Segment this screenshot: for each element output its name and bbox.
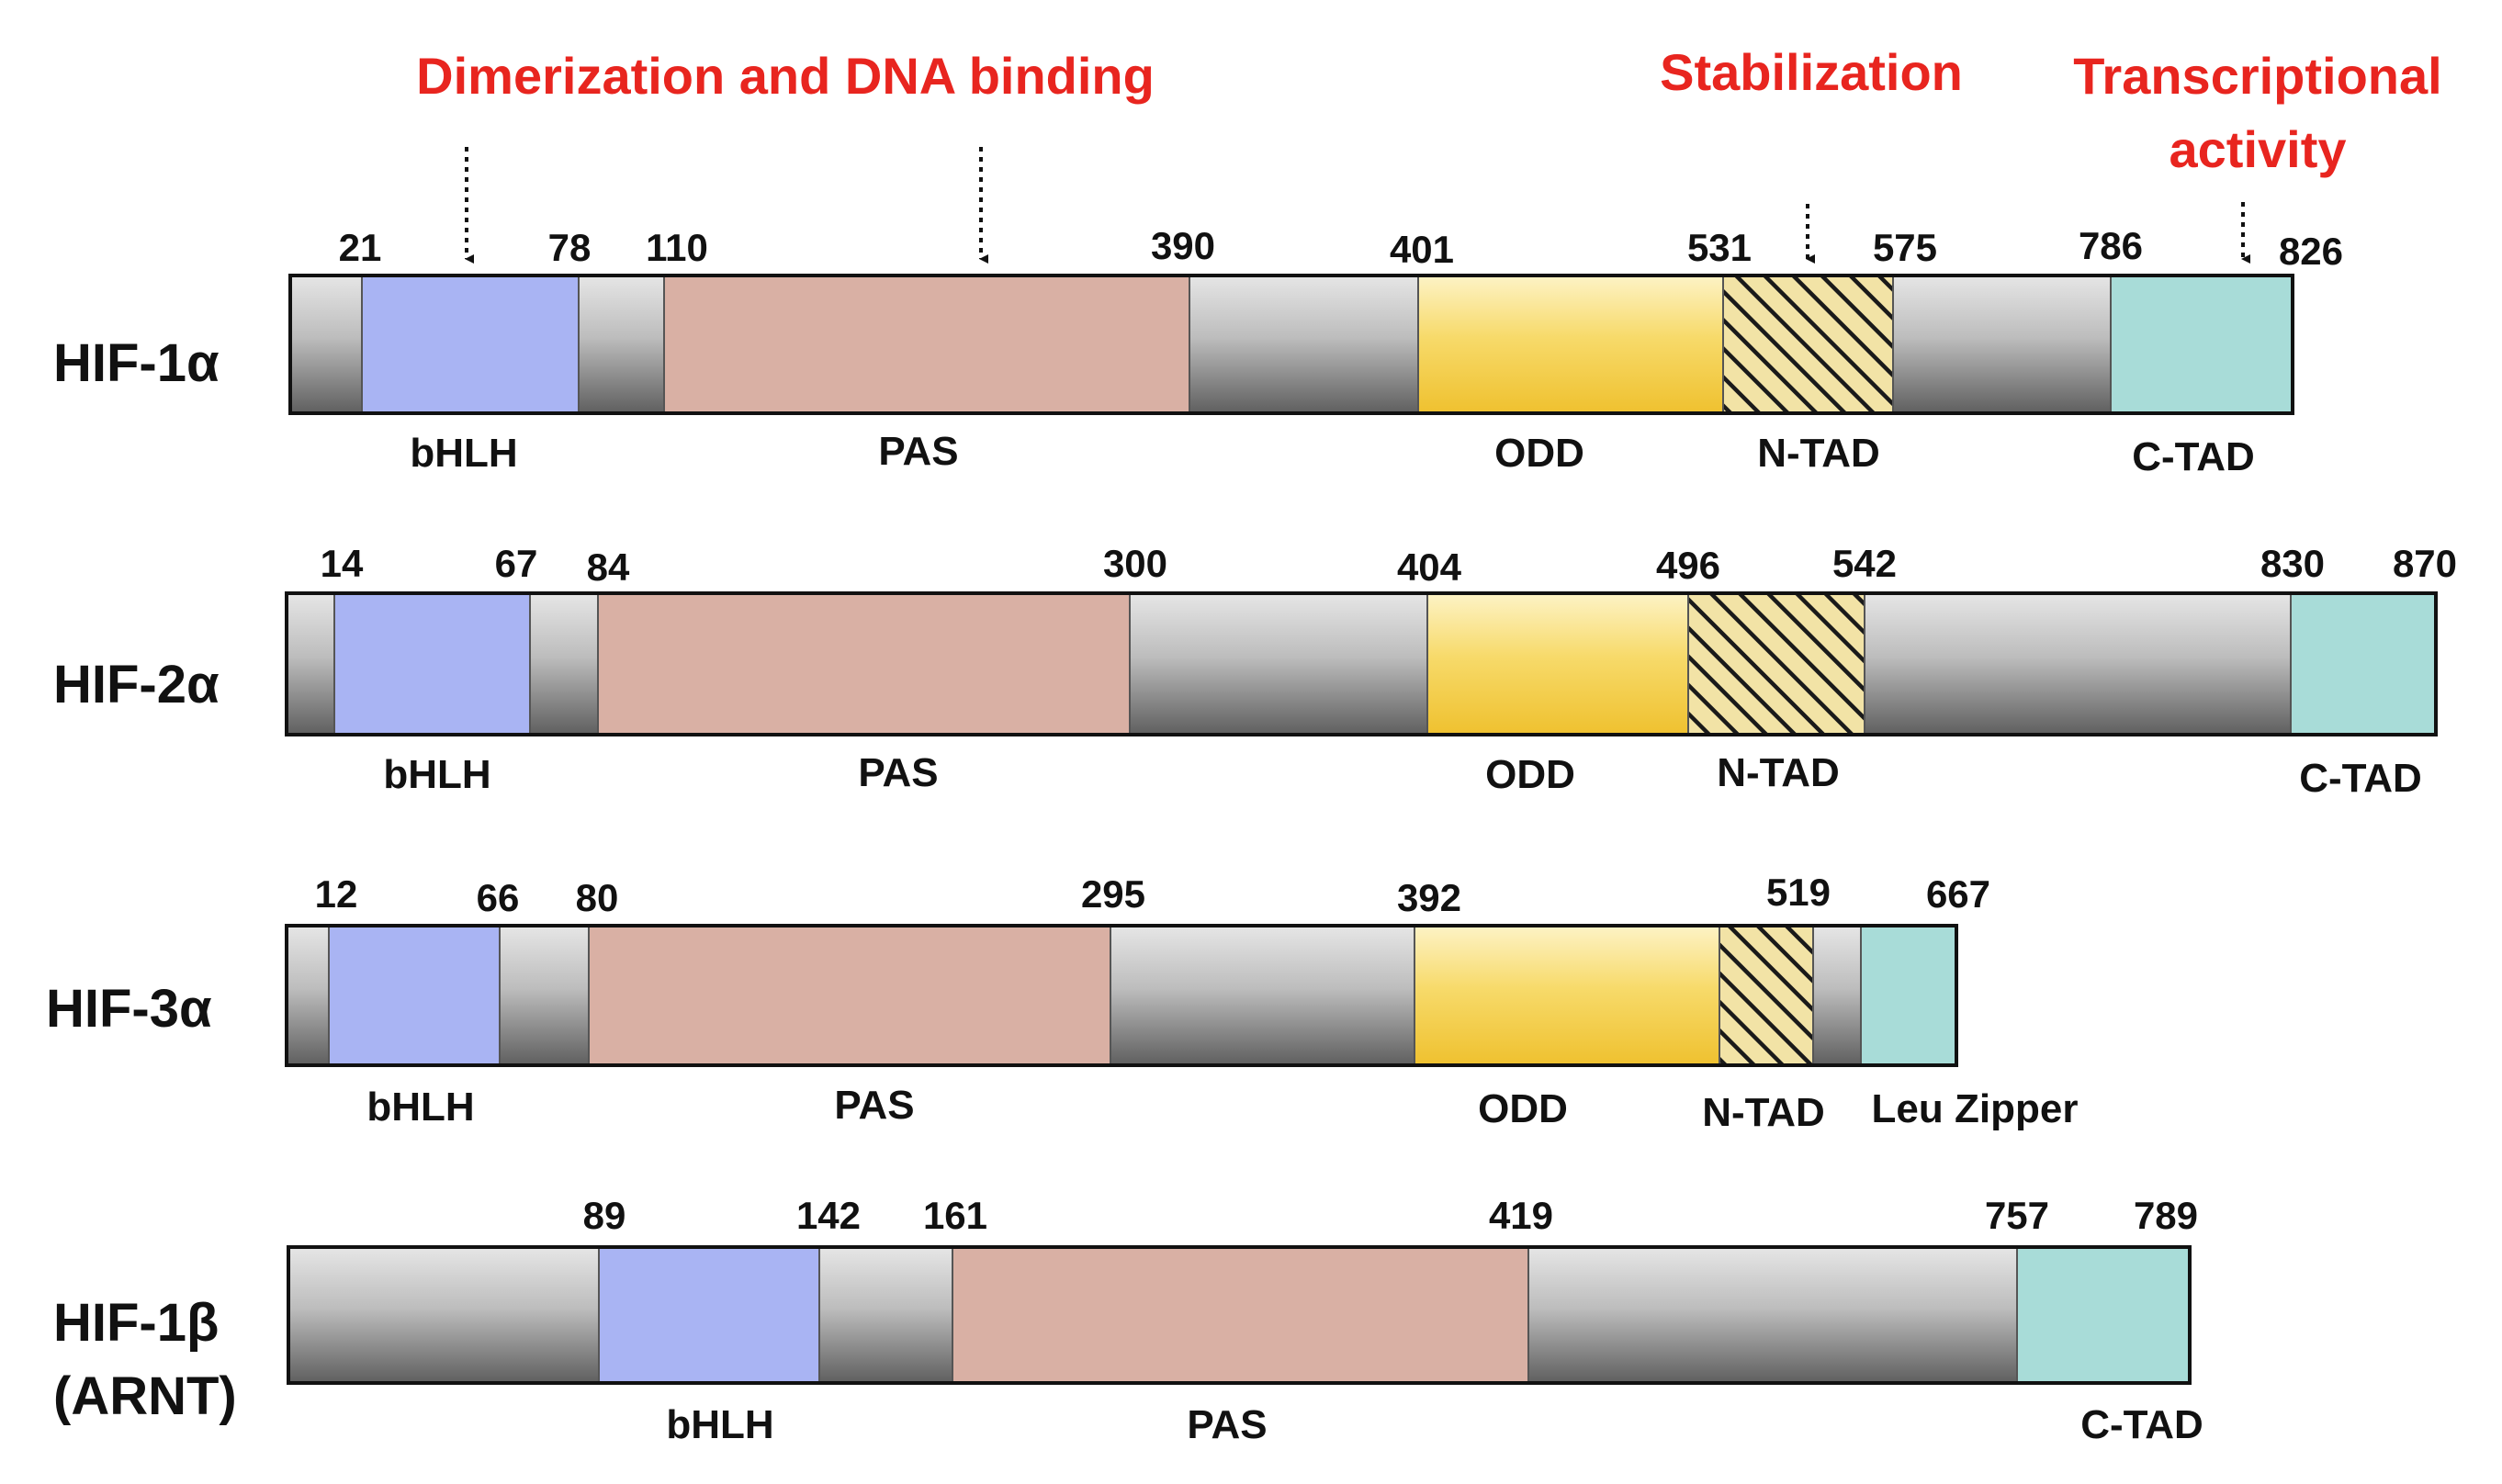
residue-label: 575 <box>1873 226 1937 269</box>
domain-label-bhlh: bHLH <box>666 1402 773 1447</box>
domain-label-pas: PAS <box>1187 1402 1267 1447</box>
residue-label: 66 <box>477 876 520 919</box>
residue-label: 142 <box>796 1194 861 1237</box>
domain-ctad <box>2291 593 2436 735</box>
domain-pas <box>598 593 1130 735</box>
residue-label: 21 <box>339 226 382 269</box>
domain-leu-zipper <box>1861 926 1956 1065</box>
residue-label: 89 <box>583 1194 626 1237</box>
residue-label: 786 <box>2079 224 2143 267</box>
domain-ctad <box>2017 1247 2190 1383</box>
residue-label: 519 <box>1766 871 1831 914</box>
domain-label-bhlh: bHLH <box>366 1085 474 1130</box>
residue-label: 390 <box>1151 224 1215 267</box>
residue-label: 295 <box>1081 872 1145 916</box>
protein-name-hif1b: HIF-1β <box>53 1293 219 1353</box>
domain-label-odd: ODD <box>1478 1086 1568 1131</box>
domain-label-leu-zipper: Leu Zipper <box>1872 1086 2079 1131</box>
residue-label: 826 <box>2279 230 2343 273</box>
backbone-outline-hif1b <box>287 1245 2192 1385</box>
backbone-outline-hif1a <box>288 274 2294 415</box>
domain-bhlh <box>334 593 530 735</box>
residue-label: 392 <box>1397 876 1461 919</box>
domain-label-pas: PAS <box>834 1083 914 1128</box>
protein-name-hif2a: HIF-2α <box>53 655 220 714</box>
residue-label: 80 <box>576 876 619 919</box>
residue-label: 789 <box>2134 1194 2198 1237</box>
domain-odd <box>1427 593 1688 735</box>
residue-label: 401 <box>1390 228 1454 271</box>
domain-ntad <box>1723 275 1893 413</box>
domain-label-ntad: N-TAD <box>1757 431 1880 476</box>
residue-label: 404 <box>1397 545 1462 589</box>
backbone-outline-hif2a <box>285 591 2438 736</box>
domain-label-ctad: C-TAD <box>2132 434 2255 479</box>
dimerization-label: Dimerization and DNA binding <box>416 47 1155 105</box>
activity-label: activity <box>2170 120 2347 178</box>
domain-pas <box>589 926 1110 1065</box>
residue-label: 757 <box>1985 1194 2049 1237</box>
residue-label: 161 <box>923 1194 987 1237</box>
domain-bhlh <box>329 926 500 1065</box>
domain-odd <box>1418 275 1723 413</box>
residue-label: 870 <box>2393 542 2457 585</box>
protein-row-hif1a: HIF-1α 21 78 110 390 401 531 575 786 826… <box>53 224 2343 479</box>
protein-name-hif1a: HIF-1α <box>53 333 220 393</box>
domain-bhlh <box>599 1247 819 1383</box>
residue-label: 84 <box>587 545 630 589</box>
protein-row-hif2a: HIF-2α 14 67 84 300 404 496 542 830 870 … <box>53 542 2457 801</box>
residue-label: 110 <box>646 226 708 269</box>
backbone-hif1a <box>290 275 2293 413</box>
backbone-outline-hif3a <box>285 924 1958 1067</box>
residue-label: 542 <box>1832 542 1897 585</box>
domain-label-ctad: C-TAD <box>2080 1402 2203 1447</box>
protein-row-hif1b: HIF-1β (ARNT) 89 142 161 419 757 789 bHL… <box>53 1194 2203 1447</box>
domain-pas <box>952 1247 1528 1383</box>
residue-label: 531 <box>1687 226 1752 269</box>
domain-bhlh <box>362 275 579 413</box>
domain-pas <box>664 275 1189 413</box>
residue-label: 67 <box>495 542 538 585</box>
residue-label: 14 <box>321 542 364 585</box>
protein-name-arnt: (ARNT) <box>53 1366 237 1426</box>
domain-label-ntad: N-TAD <box>1717 750 1840 795</box>
domain-label-pas: PAS <box>858 750 938 795</box>
residue-label: 78 <box>548 226 592 269</box>
domain-odd <box>1414 926 1719 1065</box>
domain-ctad <box>2111 275 2293 413</box>
domain-label-bhlh: bHLH <box>383 752 490 797</box>
residue-label: 496 <box>1656 544 1720 587</box>
protein-row-hif3a: HIF-3α 12 66 80 295 392 519 667 bHLH PAS… <box>46 871 2078 1135</box>
domain-label-ctad: C-TAD <box>2299 756 2422 801</box>
transcriptional-label: Transcriptional <box>2073 47 2441 105</box>
residue-label: 830 <box>2260 542 2325 585</box>
stabilization-label: Stabilization <box>1660 43 1963 101</box>
residue-label: 419 <box>1489 1194 1553 1237</box>
domain-ntad <box>1719 926 1813 1065</box>
residue-label: 300 <box>1103 542 1167 585</box>
protein-name-hif3a: HIF-3α <box>46 979 212 1039</box>
domain-label-bhlh: bHLH <box>410 431 517 476</box>
residue-label: 667 <box>1926 872 1990 916</box>
residue-label: 12 <box>315 872 358 916</box>
domain-label-ntad: N-TAD <box>1702 1090 1825 1135</box>
domain-ntad <box>1688 593 1865 735</box>
domain-label-pas: PAS <box>878 429 958 474</box>
domain-label-odd: ODD <box>1494 431 1584 476</box>
domain-label-odd: ODD <box>1485 752 1575 797</box>
